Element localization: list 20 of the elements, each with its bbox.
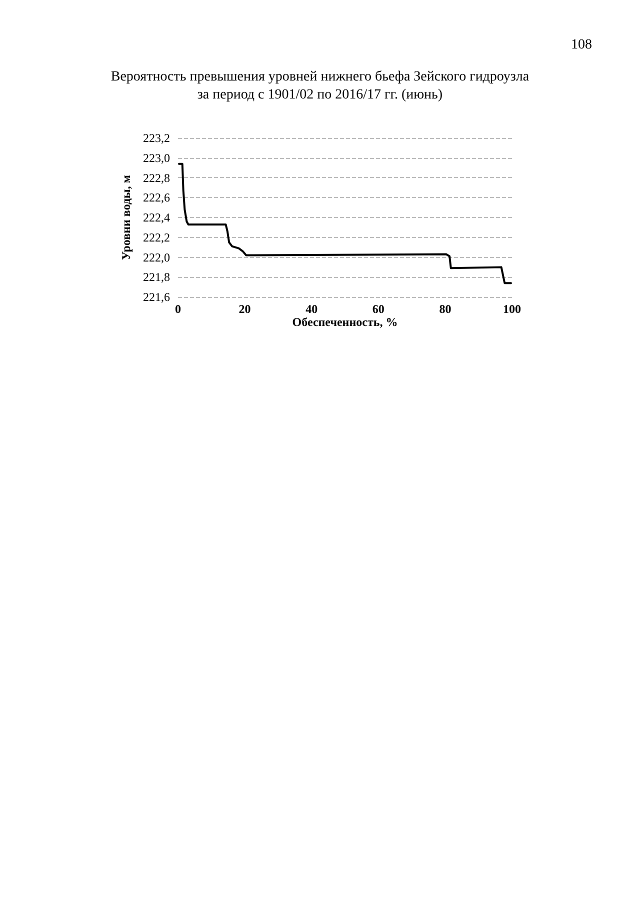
line-series bbox=[178, 162, 512, 284]
y-tick-label: 223,0 bbox=[143, 150, 170, 165]
y-tick-label: 222,2 bbox=[143, 230, 170, 244]
y-tick-label: 222,0 bbox=[143, 250, 170, 264]
y-tick-label: 222,6 bbox=[143, 190, 170, 205]
y-tick-label: 221,6 bbox=[143, 290, 170, 304]
x-tick-label: 100 bbox=[503, 302, 521, 316]
y-tick-label: 222,4 bbox=[143, 210, 170, 224]
x-axis-title: Обеспеченность, % bbox=[292, 314, 398, 329]
x-tick-label: 0 bbox=[175, 302, 181, 316]
x-tick-label: 20 bbox=[238, 302, 251, 316]
y-tick-label: 223,2 bbox=[143, 131, 170, 145]
x-tick-label: 80 bbox=[439, 302, 452, 316]
chart-title: Вероятность превышения уровней нижнего бьефа Зейского гидроузла за период с 1901/02 по 2016/17 гг. (июнь) bbox=[110, 70, 530, 102]
y-tick-label: 222,8 bbox=[143, 170, 170, 185]
text: 108 bbox=[571, 38, 592, 52]
x-tick-label: 60 bbox=[372, 302, 384, 316]
x-tick-label: 40 bbox=[306, 302, 318, 316]
y-tick-label: 221,8 bbox=[143, 270, 170, 284]
y-axis-title: Уровни воды, м bbox=[119, 174, 134, 260]
